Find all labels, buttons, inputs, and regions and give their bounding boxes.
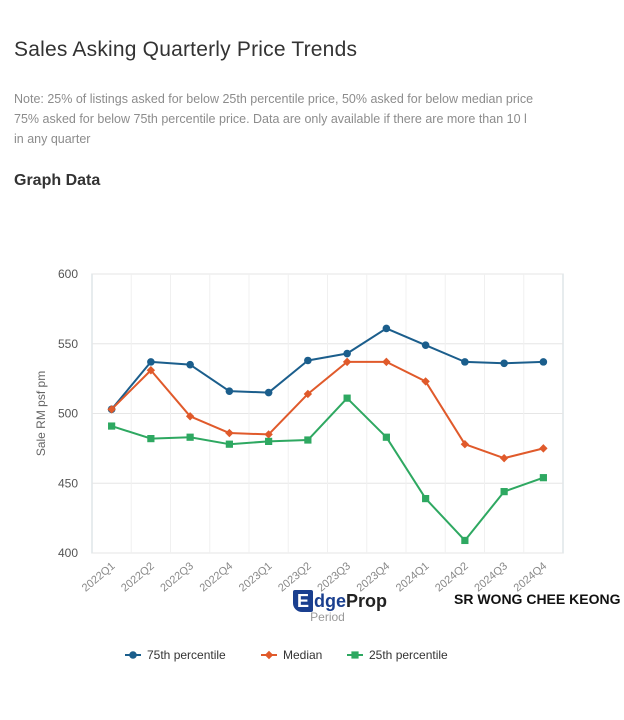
point-median-2022Q4	[225, 428, 234, 438]
point-median-2024Q2	[460, 439, 470, 449]
legend-marker-median	[264, 650, 274, 660]
watermark-badge: E	[293, 590, 313, 612]
series-line-75th-percentile	[110, 327, 544, 410]
note-line-1: Note: 25% of listings asked for below 25…	[14, 92, 534, 106]
legend-label-median: Median	[283, 648, 322, 662]
author-caption: SR WONG CHEE KEONG	[454, 591, 621, 607]
edgeprop-watermark: E dge Prop	[293, 589, 387, 613]
page-title: Sales Asking Quarterly Price Trends	[14, 38, 358, 61]
x-tick-label-2023Q1: 2023Q1	[237, 560, 275, 594]
point-median-2024Q4	[539, 444, 548, 453]
point-25th-percentile-2022Q1	[108, 422, 116, 430]
y-tick-label-600: 600	[58, 267, 78, 281]
point-median-2022Q3	[185, 412, 195, 421]
point-25th-percentile-2023Q4	[382, 433, 390, 441]
y-tick-label-550: 550	[58, 337, 78, 351]
x-tick-label-2022Q3: 2022Q3	[158, 560, 196, 594]
x-tick-label-2022Q4: 2022Q4	[198, 560, 236, 594]
point-median-2024Q3	[499, 453, 509, 463]
legend-marker-75th-percentile	[129, 651, 137, 659]
point-25th-percentile-2024Q4	[539, 474, 547, 482]
point-75th-percentile-2023Q2	[304, 356, 312, 365]
note-line-3: in any quarter	[14, 132, 91, 146]
x-tick-label-2024Q3: 2024Q3	[472, 560, 510, 594]
point-25th-percentile-2022Q4	[225, 440, 233, 448]
x-tick-label-2022Q2: 2022Q2	[119, 560, 157, 594]
point-75th-percentile-2023Q1	[264, 388, 273, 397]
point-25th-percentile-2023Q2	[304, 436, 312, 444]
x-axis-label: Period	[310, 610, 345, 624]
point-median-2022Q1	[107, 405, 116, 414]
x-tick-label-2024Q1: 2024Q1	[394, 560, 432, 594]
point-median-2023Q1	[264, 430, 273, 439]
point-25th-percentile-2023Q1	[265, 437, 273, 445]
point-median-2023Q3	[342, 357, 352, 367]
legend-label-75th-percentile: 75th percentile	[147, 648, 226, 662]
point-75th-percentile-2024Q2	[461, 358, 469, 366]
point-25th-percentile-2022Q3	[186, 433, 194, 441]
series-line-25th-percentile	[111, 397, 544, 542]
y-axis-label: Sale RM psf pm	[34, 371, 48, 456]
chart-note: Note: 25% of listings asked for below 25…	[14, 89, 624, 149]
legend-marker-25th-percentile	[351, 651, 359, 659]
note-line-2: 75% asked for below 75th percentile pric…	[14, 112, 527, 126]
point-25th-percentile-2024Q3	[500, 488, 508, 496]
y-tick-label-450: 450	[58, 476, 78, 490]
series-line-median	[110, 360, 544, 460]
watermark-text-b: Prop	[346, 590, 388, 611]
point-25th-percentile-2023Q3	[343, 394, 351, 402]
point-median-2023Q2	[303, 389, 313, 399]
point-75th-percentile-2024Q4	[539, 358, 548, 366]
point-75th-percentile-2023Q3	[343, 349, 351, 358]
point-75th-percentile-2023Q4	[382, 324, 391, 333]
x-tick-label-2024Q4: 2024Q4	[512, 560, 550, 594]
point-75th-percentile-2022Q2	[147, 358, 155, 366]
point-25th-percentile-2024Q1	[422, 494, 430, 503]
point-75th-percentile-2024Q3	[500, 359, 508, 368]
x-tick-label-2022Q1: 2022Q1	[80, 560, 118, 594]
point-75th-percentile-2022Q3	[186, 360, 194, 369]
y-tick-label-400: 400	[58, 546, 78, 560]
point-25th-percentile-2024Q2	[461, 536, 469, 545]
legend-label-25th-percentile: 25th percentile	[369, 648, 448, 662]
point-25th-percentile-2022Q2	[147, 435, 155, 443]
y-tick-label-500: 500	[58, 407, 78, 421]
graph-data-heading: Graph Data	[14, 172, 101, 189]
point-median-2024Q1	[421, 377, 430, 386]
point-median-2022Q2	[146, 366, 156, 375]
watermark-text-a: dge	[314, 590, 347, 611]
x-tick-label-2024Q2: 2024Q2	[433, 560, 471, 594]
point-75th-percentile-2022Q4	[225, 387, 234, 395]
point-median-2023Q4	[382, 357, 391, 367]
point-75th-percentile-2024Q1	[421, 341, 430, 349]
